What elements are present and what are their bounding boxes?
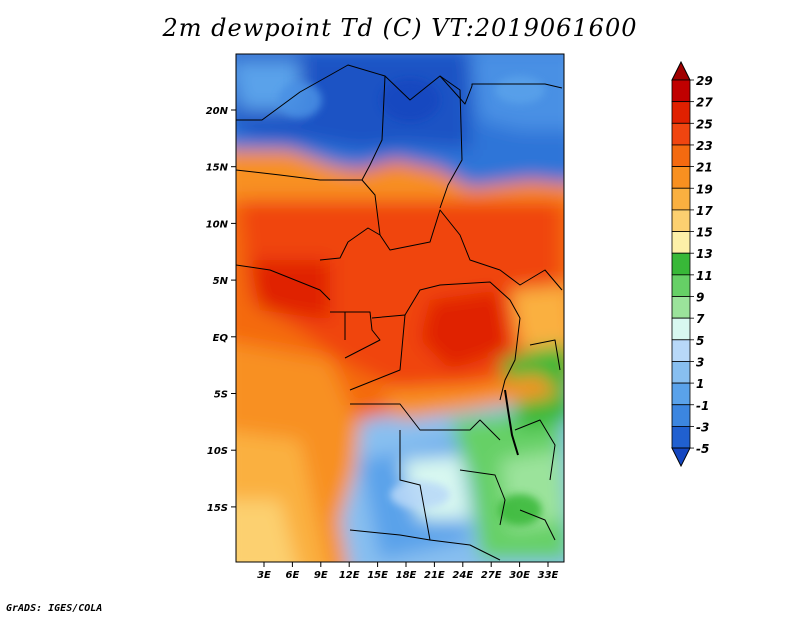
colorbar-label: 29 bbox=[696, 74, 713, 88]
lon-tick-label: 30E bbox=[509, 570, 530, 581]
lon-tick-label: 3E bbox=[257, 570, 271, 581]
lon-tick-label: 27E bbox=[481, 570, 502, 581]
colorbar-box bbox=[671, 274, 691, 297]
lat-tick-label: 10S bbox=[207, 446, 228, 457]
colorbar-box bbox=[671, 252, 691, 276]
lon-tick-label: 24E bbox=[452, 570, 473, 581]
colorbar-label: 5 bbox=[696, 334, 704, 348]
country-borders bbox=[236, 64, 563, 561]
colorbar-label: 15 bbox=[696, 226, 713, 240]
lon-tick-label: 21E bbox=[424, 570, 445, 581]
lat-tick-label: 10N bbox=[206, 219, 229, 230]
colorbar-label: 9 bbox=[696, 291, 704, 305]
colorbar-label: -5 bbox=[696, 442, 709, 456]
colorbar-bottom-arrow bbox=[671, 447, 691, 468]
lon-tick-label: 33E bbox=[538, 570, 559, 581]
colorbar-box bbox=[671, 317, 691, 341]
map-title: 2m dewpoint Td (C) VT:2019061600 bbox=[162, 14, 638, 42]
lon-tick-label: 6E bbox=[286, 570, 300, 581]
colorbar-label: 27 bbox=[696, 96, 713, 110]
lat-tick-label: 15S bbox=[207, 503, 228, 514]
colorbar-box bbox=[671, 231, 691, 254]
colorbar-box bbox=[671, 166, 691, 189]
colorbar-box bbox=[671, 404, 691, 427]
dewpoint-field bbox=[236, 54, 564, 562]
colorbar-box bbox=[671, 187, 691, 211]
colorbar-box bbox=[671, 209, 691, 232]
colorbar-box bbox=[671, 101, 691, 124]
colorbar-box bbox=[671, 79, 691, 103]
colorbar-box bbox=[671, 144, 691, 167]
colorbar-label: 17 bbox=[696, 204, 713, 218]
colorbar-label: 1 bbox=[696, 377, 704, 391]
colorbar-label: 19 bbox=[696, 182, 713, 196]
lat-tick-label: 5N bbox=[213, 276, 229, 287]
colorbar-label: 7 bbox=[696, 312, 705, 326]
colorbar: 29 27 25 23 21 19 17 15 13 11 9 7 5 3 1 -1 -3 -5 bbox=[671, 60, 713, 468]
colorbar-label: 23 bbox=[696, 139, 713, 153]
colorbar-top-arrow bbox=[671, 60, 691, 81]
lat-tick-label: 20N bbox=[206, 106, 229, 117]
lon-tick-label: 12E bbox=[339, 570, 360, 581]
colorbar-label: 3 bbox=[696, 355, 704, 369]
colorbar-label: 13 bbox=[696, 247, 713, 261]
colorbar-label: 21 bbox=[696, 161, 713, 175]
colorbar-label: -1 bbox=[696, 399, 709, 413]
grads-credit: GrADS: IGES/COLA bbox=[6, 603, 103, 614]
lat-tick-label: 15N bbox=[206, 163, 229, 174]
lat-tick-label: 5S bbox=[214, 390, 228, 401]
lat-tick-label: EQ bbox=[213, 333, 229, 344]
colorbar-label: -3 bbox=[696, 420, 709, 434]
lon-tick-label: 15E bbox=[367, 570, 388, 581]
colorbar-label: 25 bbox=[696, 117, 713, 131]
lon-tick-label: 9E bbox=[314, 570, 328, 581]
longitude-axis: 3E 6E 9E 12E 15E 18E 21E 24E 27E 30E 33E bbox=[257, 562, 559, 581]
lon-tick-label: 18E bbox=[396, 570, 417, 581]
colorbar-box bbox=[671, 122, 691, 146]
map-frame bbox=[235, 53, 565, 563]
colorbar-box bbox=[671, 339, 691, 362]
colorbar-box bbox=[671, 361, 691, 384]
latitude-axis: 20N 15N 10N 5N EQ 5S 10S 15S bbox=[206, 106, 236, 514]
colorbar-box bbox=[671, 382, 691, 406]
colorbar-box bbox=[671, 296, 691, 319]
colorbar-box bbox=[671, 425, 691, 449]
colorbar-label: 11 bbox=[696, 269, 713, 283]
